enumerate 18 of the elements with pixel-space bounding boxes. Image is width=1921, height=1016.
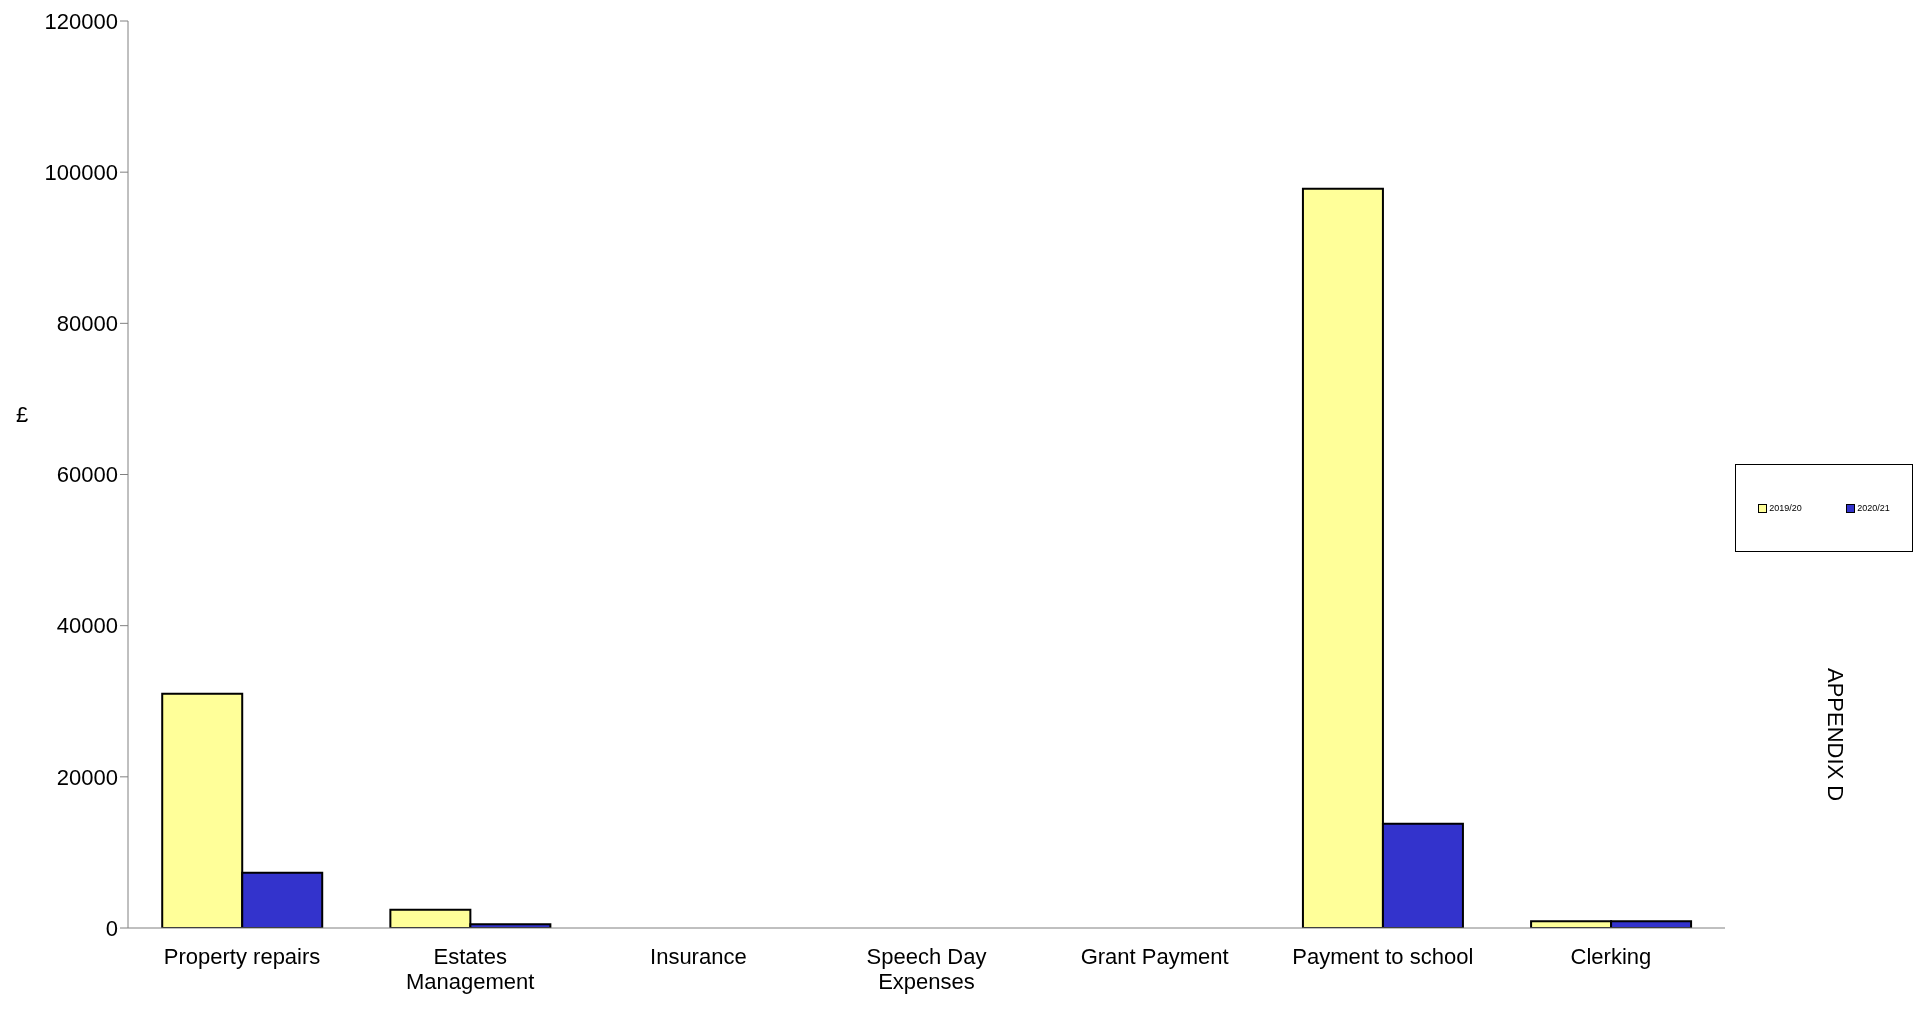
- x-tick-label: Clerking: [1570, 944, 1652, 969]
- x-tick-label: Insurance: [650, 944, 747, 969]
- y-tick-label: 20000: [56, 764, 118, 790]
- legend-label: 2019/20: [1768, 503, 1802, 513]
- x-tick-label: Grant Payment: [1080, 944, 1229, 969]
- x-tick-label: Payment to school: [1292, 944, 1474, 969]
- y-tick-label: 60000: [56, 462, 118, 488]
- x-tick-label: Speech Day Expenses: [866, 944, 987, 994]
- y-tick-label: 100000: [44, 159, 118, 185]
- x-tick-label: Estates Management: [406, 944, 535, 994]
- y-tick-label: 80000: [56, 311, 118, 337]
- legend-label: 2020/21: [1856, 503, 1890, 513]
- x-tick-label: Property repairs: [163, 944, 321, 969]
- y-tick-label: 120000: [44, 8, 118, 34]
- y-axis-title: £: [16, 402, 29, 428]
- text: APPENDIX D: [1822, 668, 1848, 802]
- y-tick-label: 0: [105, 915, 118, 941]
- y-tick-label: 40000: [56, 613, 118, 639]
